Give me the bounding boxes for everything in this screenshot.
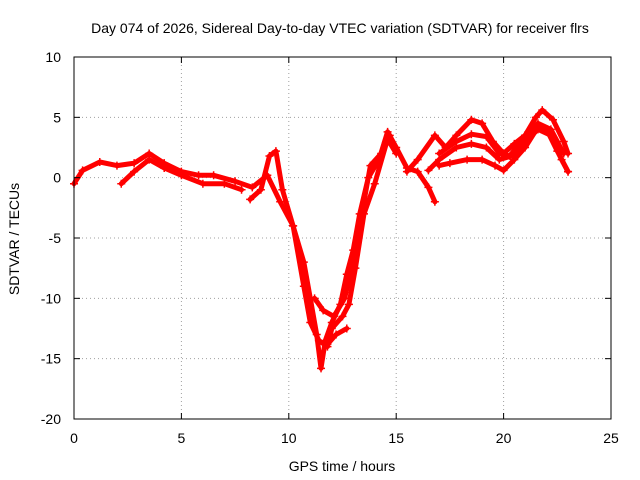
data-point <box>342 324 351 333</box>
data-point <box>231 177 240 186</box>
series-group <box>70 106 573 373</box>
data-point <box>248 183 257 192</box>
data-point <box>467 115 476 124</box>
y-tick-label: 10 <box>45 49 61 65</box>
data-point <box>220 179 229 188</box>
x-tick-label: 10 <box>281 430 297 446</box>
series-line <box>247 136 399 350</box>
data-point <box>531 113 540 122</box>
y-tick-label: -5 <box>49 230 62 246</box>
data-point <box>145 155 154 164</box>
data-point <box>194 171 203 180</box>
data-point <box>370 179 379 188</box>
data-point <box>467 139 476 148</box>
data-point <box>332 330 341 339</box>
data-point <box>209 171 218 180</box>
data-point <box>463 155 472 164</box>
data-point <box>424 166 433 175</box>
y-tick-label: 0 <box>53 170 61 186</box>
data-point <box>278 185 287 194</box>
x-tick-label: 15 <box>388 430 404 446</box>
data-point <box>329 312 338 321</box>
chart-title: Day 074 of 2026, Sidereal Day-to-day VTE… <box>91 20 589 36</box>
data-point <box>319 306 328 315</box>
data-point <box>317 364 326 373</box>
y-tick-label: -15 <box>41 351 61 367</box>
data-point <box>265 151 274 160</box>
data-point <box>402 167 411 176</box>
grid <box>74 57 611 419</box>
data-point <box>435 161 444 170</box>
y-tick-label: -10 <box>41 290 61 306</box>
data-point <box>177 171 186 180</box>
data-point <box>344 300 353 309</box>
data-point <box>314 336 323 345</box>
x-axis-label: GPS time / hours <box>289 458 396 474</box>
data-point <box>95 157 104 166</box>
data-point <box>276 197 285 206</box>
y-axis-label: SDTVAR / TECUs <box>6 183 22 295</box>
data-point <box>430 197 439 206</box>
data-point <box>467 130 476 139</box>
data-point <box>482 143 491 152</box>
data-point <box>478 155 487 164</box>
x-tick-label: 20 <box>496 430 512 446</box>
y-tick-label: 5 <box>53 109 61 125</box>
data-point <box>559 137 568 146</box>
data-point <box>510 155 519 164</box>
series-line <box>404 107 571 175</box>
data-point <box>78 166 87 175</box>
data-point <box>538 106 547 115</box>
data-point <box>340 294 349 303</box>
data-point <box>289 221 298 230</box>
data-point <box>299 282 308 291</box>
data-point <box>413 167 422 176</box>
data-point <box>549 115 558 124</box>
data-point <box>478 119 487 128</box>
data-point <box>533 122 542 131</box>
data-point <box>495 155 504 164</box>
data-point <box>445 159 454 168</box>
data-point <box>491 161 500 170</box>
data-point <box>366 161 375 170</box>
x-axis-ticks: 0 5 10 15 20 25 <box>70 57 619 446</box>
data-point <box>130 167 139 176</box>
data-point <box>392 149 401 158</box>
data-point <box>564 167 573 176</box>
data-point <box>246 195 255 204</box>
data-point <box>323 340 332 349</box>
y-tick-label: -20 <box>41 411 61 427</box>
x-tick-label: 25 <box>603 430 619 446</box>
data-point <box>349 258 358 267</box>
data-point <box>377 149 386 158</box>
data-point <box>499 166 508 175</box>
y-axis-ticks: 10 5 0 -5 -10 -15 -20 <box>41 49 611 427</box>
data-point <box>306 318 315 327</box>
data-point <box>130 159 139 168</box>
data-point <box>482 132 491 141</box>
data-point <box>271 147 280 156</box>
data-point <box>237 185 246 194</box>
data-point <box>256 185 265 194</box>
data-point <box>452 143 461 152</box>
data-point <box>198 179 207 188</box>
data-point <box>542 125 551 134</box>
data-point <box>385 131 394 140</box>
data-point <box>117 179 126 188</box>
data-point <box>521 143 530 152</box>
data-point <box>310 294 319 303</box>
data-point <box>338 312 347 321</box>
data-point <box>357 209 366 218</box>
x-tick-label: 0 <box>70 430 78 446</box>
data-point <box>424 183 433 192</box>
data-point <box>160 164 169 173</box>
data-point <box>553 147 562 156</box>
x-tick-label: 5 <box>178 430 186 446</box>
data-point <box>327 324 336 333</box>
data-point <box>413 155 422 164</box>
data-point <box>430 131 439 140</box>
data-point <box>112 161 121 170</box>
